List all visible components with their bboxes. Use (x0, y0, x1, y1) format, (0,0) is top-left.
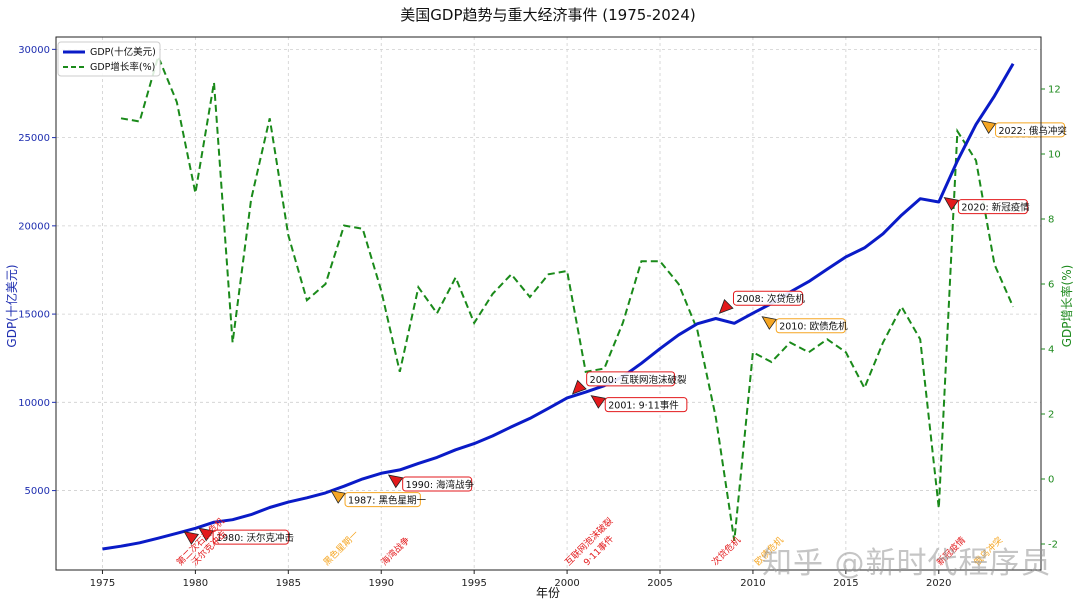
annotation-box (957, 199, 1028, 215)
annotation: 2008: 次贷危机 (718, 290, 805, 314)
y-axis-title: GDP(十亿美元) (4, 264, 19, 347)
annotation-text: 1990: 海湾战争 (406, 479, 475, 491)
annotation-arrow (943, 197, 960, 211)
annotation-arrow (980, 120, 997, 135)
annotation: 1980: 沃尔克冲击 (198, 527, 294, 545)
x-tick-label: 1980 (183, 578, 208, 589)
annotations: 1980: 沃尔克冲击 1987: 黑色星期一 1990: 海湾战争 2000: 互联… (183, 120, 1068, 545)
annotation-box (604, 397, 688, 413)
x-tick-label: 2005 (647, 578, 672, 589)
y2-axis-title: GDP增长率(%) (1059, 265, 1074, 348)
y-tick-label: 30000 (18, 45, 50, 56)
annotation-arrow (590, 395, 607, 409)
annotation-arrow (718, 299, 734, 314)
y2-tick-label: 10 (1048, 150, 1061, 161)
annotation-text: 2000: 互联网泡沫破裂 (590, 374, 687, 386)
grid (56, 37, 1041, 570)
annotation-text: 2001: 9·11事件 (608, 400, 679, 412)
annotation-box (775, 318, 846, 334)
y2-tick-label: 4 (1048, 345, 1054, 356)
annotation: 2001: 9·11事件 (590, 395, 688, 413)
x-tick-label: 2010 (740, 578, 765, 589)
event-label: 黑色星期一 (321, 528, 361, 568)
x-tick-label: 1995 (461, 578, 486, 589)
x-tick-label: 2000 (554, 578, 579, 589)
annotation-box (344, 492, 421, 508)
annotation: 2000: 互联网泡沫破裂 (571, 371, 687, 395)
chart-title: 美国GDP趋势与重大经济事件 (1975-2024) (400, 6, 695, 24)
y-tick-label: 10000 (18, 398, 50, 409)
y2-tick-label: 2 (1048, 410, 1054, 421)
y-tick-label: 15000 (18, 310, 50, 321)
annotation-arrow (571, 379, 587, 395)
y-tick-label: 20000 (18, 221, 50, 232)
event-label: 次贷危机 (709, 534, 743, 568)
event-label: 海湾战争 (378, 534, 412, 568)
growth-series (120, 53, 1015, 541)
x-tick-label: 2020 (926, 578, 951, 589)
growth-rate-line (120, 53, 1015, 541)
annotation-box (212, 529, 289, 545)
watermark: 知乎 @新时代程序员 (762, 546, 1052, 581)
x-tick-label: 1990 (369, 578, 394, 589)
annotation-arrow (198, 527, 214, 542)
axes: 1975 1980 1985 1990 1995 2000 2005 2010 2015 2020… (18, 36, 1061, 589)
annotation-text: 2020: 新冠疫情 (961, 202, 1030, 214)
annotation-arrow (330, 490, 346, 504)
annotation: 2010: 欧债危机 (761, 316, 848, 334)
annotation-text: 1987: 黑色星期一 (348, 495, 426, 507)
annotation-box (732, 290, 803, 306)
annotation-arrow (761, 316, 777, 330)
legend: GDP(十亿美元) GDP增长率(%) (57, 41, 161, 77)
x-tick-label: 1975 (90, 578, 115, 589)
annotation-box (586, 371, 676, 387)
y-tick-label: 5000 (25, 486, 50, 497)
annotation-arrow (387, 474, 404, 489)
annotation-text: 2008: 次贷危机 (736, 293, 805, 305)
annotation-text: 2010: 欧债危机 (779, 321, 848, 333)
annotation-box (995, 122, 1066, 138)
x-tick-label: 1985 (276, 578, 301, 589)
gdp-series (102, 63, 1015, 551)
annotation: 1990: 海湾战争 (387, 474, 475, 492)
annotation-box (402, 476, 473, 492)
annotation-arrow (183, 531, 199, 545)
y2-tick-label: 0 (1048, 475, 1054, 486)
annotation: 2022: 俄乌冲突 (980, 120, 1068, 138)
plot-frame (55, 36, 1042, 571)
y-tick-label: 25000 (18, 133, 50, 144)
y2-tick-label: 6 (1048, 280, 1054, 291)
y2-tick-label: -2 (1048, 540, 1058, 551)
annotation (183, 531, 199, 545)
legend-gdp-label: GDP(十亿美元) (90, 46, 156, 58)
x-tick-label: 2015 (833, 578, 858, 589)
annotation: 2020: 新冠疫情 (943, 197, 1030, 215)
gdp-line (102, 63, 1015, 551)
x-axis-title: 年份 (536, 586, 560, 600)
y2-tick-label: 12 (1048, 85, 1061, 96)
annotation-text: 2022: 俄乌冲突 (999, 125, 1068, 137)
legend-growth-label: GDP增长率(%) (90, 61, 155, 73)
y2-tick-label: 8 (1048, 215, 1054, 226)
annotation: 1987: 黑色星期一 (330, 490, 426, 508)
annotation-text: 1980: 沃尔克冲击 (216, 532, 294, 544)
